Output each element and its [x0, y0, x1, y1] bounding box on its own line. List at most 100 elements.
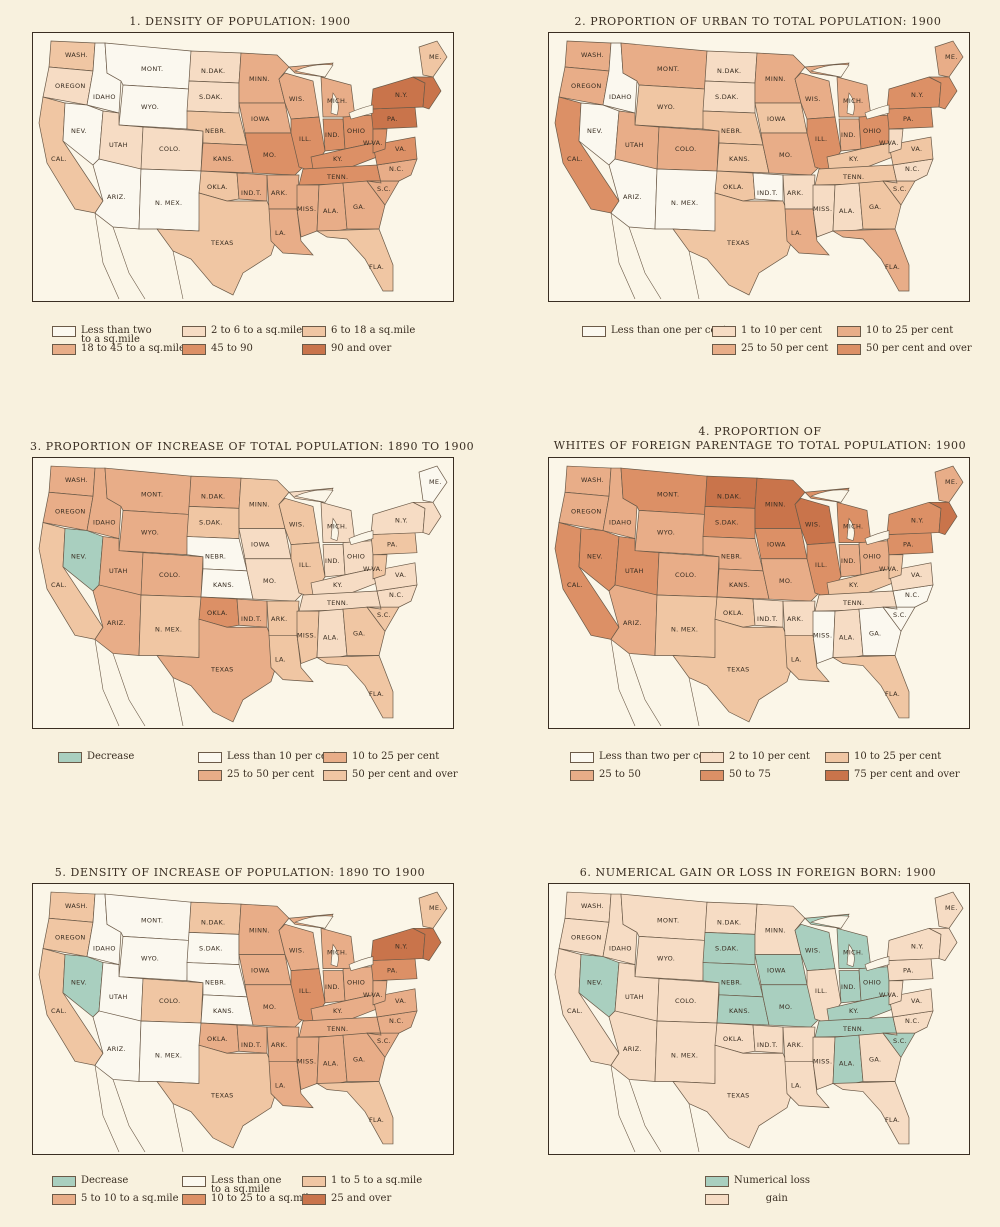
- great-lakes: [294, 489, 374, 546]
- state-ga: [342, 606, 386, 656]
- state-label-me: ME.: [945, 904, 958, 912]
- state-label-wyo: WYO.: [141, 955, 159, 963]
- state-label-idaho: IDAHO: [93, 518, 116, 526]
- state-label-mo: MO.: [263, 151, 276, 159]
- state-label-cal: CAL.: [51, 155, 67, 163]
- legend-item: 25 to 50 per cent: [198, 770, 314, 781]
- legend-item: 5 to 10 to a sq.mile: [52, 1194, 179, 1205]
- state-label-pa: PA.: [903, 115, 914, 123]
- legend-label: 1 to 5 to a sq.mile: [331, 1175, 423, 1186]
- state-label-la: LA.: [791, 229, 802, 237]
- state-label-pa: PA.: [903, 541, 914, 549]
- legend-item: 10 to 25 per cent: [323, 752, 439, 763]
- legend-swatch: [705, 1194, 729, 1205]
- state-label-kans: KANS.: [213, 581, 234, 589]
- state-label-ariz: ARIZ.: [623, 619, 642, 627]
- state-label-ga: GA.: [869, 203, 881, 211]
- state-label-ky: KY.: [333, 155, 343, 163]
- state-label-colo: COLO.: [159, 571, 180, 579]
- legend-swatch: [712, 344, 736, 355]
- legend-item: 2 to 10 per cent: [700, 752, 810, 763]
- state-label-colo: COLO.: [159, 997, 180, 1005]
- great-lakes: [294, 64, 374, 120]
- legend-item: Less than two per cent: [570, 752, 715, 763]
- state-label-nmex: N. MEX.: [155, 199, 182, 207]
- state-label-ny: N.Y.: [395, 516, 408, 524]
- state-fla: [831, 228, 910, 292]
- state-label-wis: WIS.: [805, 95, 821, 103]
- state-label-sdak: S.DAK.: [715, 944, 739, 952]
- state-label-sdak: S.DAK.: [199, 944, 223, 952]
- state-ga: [858, 180, 902, 230]
- state-label-ga: GA.: [869, 629, 881, 637]
- state-label-sc: S.C.: [377, 185, 391, 193]
- state-label-ohio: OHIO: [347, 553, 365, 561]
- state-label-sc: S.C.: [893, 611, 907, 619]
- legend-item: 10 to 25 per cent: [837, 326, 953, 337]
- state-label-sdak: S.DAK.: [715, 93, 739, 101]
- state-label-idaho: IDAHO: [93, 944, 116, 952]
- state-label-ind: IND.: [325, 131, 340, 139]
- state-label-ill: ILL.: [299, 987, 311, 995]
- state-label-pa: PA.: [387, 541, 398, 549]
- state-label-iowa: IOWA: [767, 541, 786, 549]
- state-fla: [315, 655, 394, 719]
- state-texas: [156, 1044, 280, 1149]
- state-label-wva: W.VA.: [363, 991, 383, 999]
- state-label-me: ME.: [429, 53, 442, 61]
- legend-item: Less than 10 per cent: [198, 752, 337, 763]
- state-label-wyo: WYO.: [657, 955, 675, 963]
- state-ne: [412, 501, 442, 535]
- map-frame-4: WASH. OREGON CAL. IDAHO NEV. MONT. WYO. UTAH COL…: [548, 457, 970, 729]
- state-label-sdak: S.DAK.: [199, 518, 223, 526]
- legend-swatch: [705, 1176, 729, 1187]
- state-label-ky: KY.: [849, 581, 859, 589]
- state-label-ohio: OHIO: [863, 553, 881, 561]
- state-label-oregon: OREGON: [571, 933, 602, 941]
- state-label-ill: ILL.: [299, 135, 311, 143]
- state-label-ndak: N.DAK.: [717, 918, 741, 926]
- state-label-oregon: OREGON: [571, 507, 602, 515]
- us-map-5: WASH. OREGON CAL. IDAHO NEV. MONT. WYO. UTAH COL…: [38, 891, 448, 1153]
- state-label-ky: KY.: [333, 581, 343, 589]
- state-label-oregon: OREGON: [55, 82, 86, 90]
- state-label-utah: UTAH: [625, 567, 644, 575]
- state-ne: [412, 76, 442, 110]
- state-label-ohio: OHIO: [863, 127, 881, 135]
- legend-label: Decrease: [81, 1175, 129, 1186]
- state-label-miss: MISS.: [813, 1057, 832, 1065]
- legend-swatch: [700, 752, 724, 763]
- state-me: [934, 40, 964, 78]
- state-label-colo: COLO.: [675, 145, 696, 153]
- state-label-ariz: ARIZ.: [107, 193, 126, 201]
- state-label-wis: WIS.: [805, 520, 821, 528]
- state-label-indt: IND.T.: [757, 615, 778, 623]
- state-label-miss: MISS.: [297, 631, 316, 639]
- legend-swatch: [700, 770, 724, 781]
- state-label-nmex: N. MEX.: [155, 625, 182, 633]
- state-label-ark: ARK.: [787, 189, 804, 197]
- state-label-va: VA.: [395, 145, 406, 153]
- legend-label: 90 and over: [331, 343, 392, 354]
- us-map-1: WASH. OREGON CAL. IDAHO NEV. MONT. WYO. UTAH COL…: [38, 40, 448, 300]
- state-label-nmex: N. MEX.: [671, 625, 698, 633]
- state-label-mich: MICH.: [843, 97, 863, 105]
- legend-label: 25 to 50 per cent: [741, 343, 829, 354]
- legend-swatch: [302, 344, 326, 355]
- state-ne: [928, 76, 958, 110]
- state-label-wis: WIS.: [805, 946, 821, 954]
- state-label-mont: MONT.: [141, 65, 163, 73]
- state-label-va: VA.: [395, 997, 406, 1005]
- state-label-mo: MO.: [263, 1003, 276, 1011]
- legend-item: 25 to 50 per cent: [712, 344, 828, 355]
- legend-label: Less than two to a sq.mile: [81, 325, 152, 345]
- state-label-okla: OKLA.: [207, 1035, 228, 1043]
- state-label-mich: MICH.: [843, 949, 863, 957]
- state-label-kans: KANS.: [729, 1007, 750, 1015]
- state-okla: [198, 170, 240, 202]
- legend-item: Numerical loss: [705, 1176, 810, 1187]
- legend-swatch: [302, 326, 326, 337]
- state-label-minn: MINN.: [249, 500, 270, 508]
- state-label-utah: UTAH: [109, 567, 128, 575]
- state-label-miss: MISS.: [813, 205, 832, 213]
